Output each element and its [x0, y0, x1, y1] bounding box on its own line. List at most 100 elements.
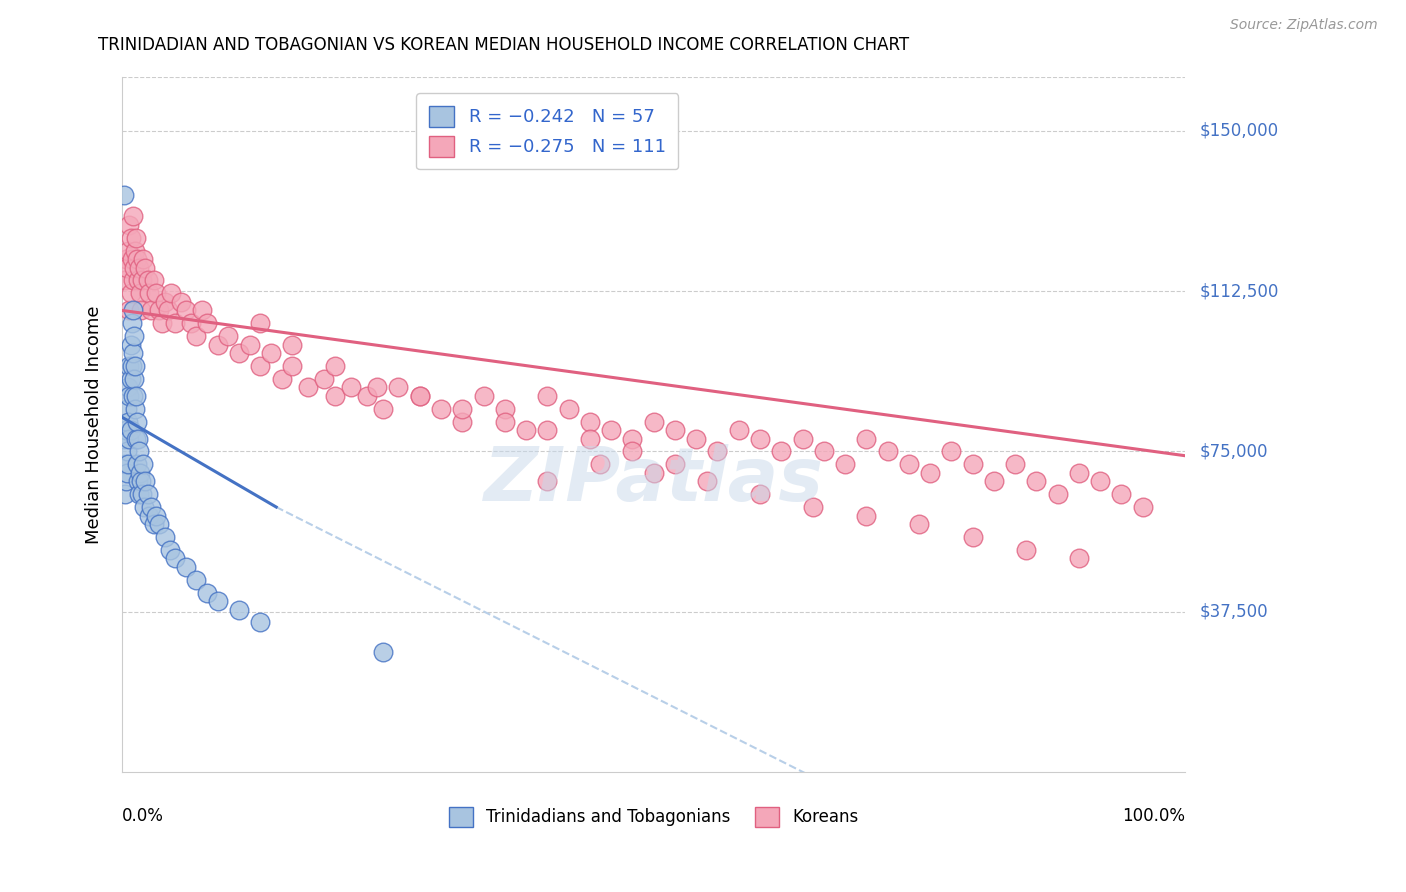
- Point: [297, 380, 319, 394]
- Point: [472, 389, 495, 403]
- Point: [114, 457, 136, 471]
- Point: [136, 273, 159, 287]
- Point: [115, 252, 138, 266]
- Point: [136, 487, 159, 501]
- Point: [621, 444, 644, 458]
- Point: [451, 401, 474, 416]
- Point: [813, 444, 835, 458]
- Point: [228, 346, 250, 360]
- Point: [195, 585, 218, 599]
- Point: [409, 389, 432, 403]
- Point: [387, 380, 409, 394]
- Point: [121, 389, 143, 403]
- Point: [249, 359, 271, 373]
- Point: [138, 286, 160, 301]
- Point: [239, 337, 262, 351]
- Point: [536, 423, 558, 437]
- Point: [117, 401, 139, 416]
- Point: [749, 432, 772, 446]
- Point: [494, 401, 516, 416]
- Point: [122, 260, 145, 275]
- Point: [120, 337, 142, 351]
- Point: [128, 444, 150, 458]
- Point: [1067, 466, 1090, 480]
- Point: [195, 316, 218, 330]
- Point: [165, 551, 187, 566]
- Point: [186, 573, 208, 587]
- Point: [121, 252, 143, 266]
- Point: [148, 303, 170, 318]
- Point: [323, 359, 346, 373]
- Point: [125, 389, 148, 403]
- Point: [139, 500, 162, 514]
- Point: [124, 244, 146, 258]
- Point: [117, 457, 139, 471]
- Text: 100.0%: 100.0%: [1122, 806, 1185, 825]
- Point: [706, 444, 728, 458]
- Point: [962, 530, 984, 544]
- Point: [153, 530, 176, 544]
- Point: [120, 286, 142, 301]
- Point: [134, 260, 156, 275]
- Point: [834, 457, 856, 471]
- Point: [114, 487, 136, 501]
- Point: [121, 210, 143, 224]
- Point: [121, 303, 143, 318]
- Point: [112, 432, 135, 446]
- Point: [127, 432, 149, 446]
- Point: [120, 231, 142, 245]
- Point: [536, 389, 558, 403]
- Point: [129, 286, 152, 301]
- Point: [138, 508, 160, 523]
- Point: [1067, 551, 1090, 566]
- Point: [339, 380, 361, 394]
- Point: [536, 475, 558, 489]
- Point: [621, 432, 644, 446]
- Point: [125, 457, 148, 471]
- Point: [1090, 475, 1112, 489]
- Point: [409, 389, 432, 403]
- Point: [323, 389, 346, 403]
- Y-axis label: Median Household Income: Median Household Income: [86, 305, 103, 544]
- Point: [191, 303, 214, 318]
- Point: [118, 432, 141, 446]
- Point: [312, 372, 335, 386]
- Point: [125, 432, 148, 446]
- Point: [153, 294, 176, 309]
- Point: [117, 260, 139, 275]
- Point: [451, 415, 474, 429]
- Text: Source: ZipAtlas.com: Source: ZipAtlas.com: [1230, 18, 1378, 32]
- Point: [145, 508, 167, 523]
- Point: [515, 423, 537, 437]
- Point: [121, 316, 143, 330]
- Point: [148, 517, 170, 532]
- Point: [121, 273, 143, 287]
- Text: ZIPatlas: ZIPatlas: [484, 444, 824, 516]
- Text: $150,000: $150,000: [1199, 122, 1278, 140]
- Point: [962, 457, 984, 471]
- Point: [117, 444, 139, 458]
- Point: [127, 273, 149, 287]
- Point: [207, 594, 229, 608]
- Point: [727, 423, 749, 437]
- Legend: Trinidadians and Tobagonians, Koreans: Trinidadians and Tobagonians, Koreans: [443, 801, 865, 833]
- Point: [120, 423, 142, 437]
- Point: [186, 329, 208, 343]
- Point: [124, 401, 146, 416]
- Point: [356, 389, 378, 403]
- Point: [114, 273, 136, 287]
- Point: [1025, 475, 1047, 489]
- Point: [121, 359, 143, 373]
- Point: [749, 487, 772, 501]
- Text: TRINIDADIAN AND TOBAGONIAN VS KOREAN MEDIAN HOUSEHOLD INCOME CORRELATION CHART: TRINIDADIAN AND TOBAGONIAN VS KOREAN MED…: [98, 36, 910, 54]
- Point: [855, 432, 877, 446]
- Point: [579, 432, 602, 446]
- Point: [117, 466, 139, 480]
- Point: [118, 389, 141, 403]
- Point: [132, 457, 155, 471]
- Point: [125, 415, 148, 429]
- Point: [134, 475, 156, 489]
- Point: [430, 401, 453, 416]
- Point: [169, 294, 191, 309]
- Point: [134, 500, 156, 514]
